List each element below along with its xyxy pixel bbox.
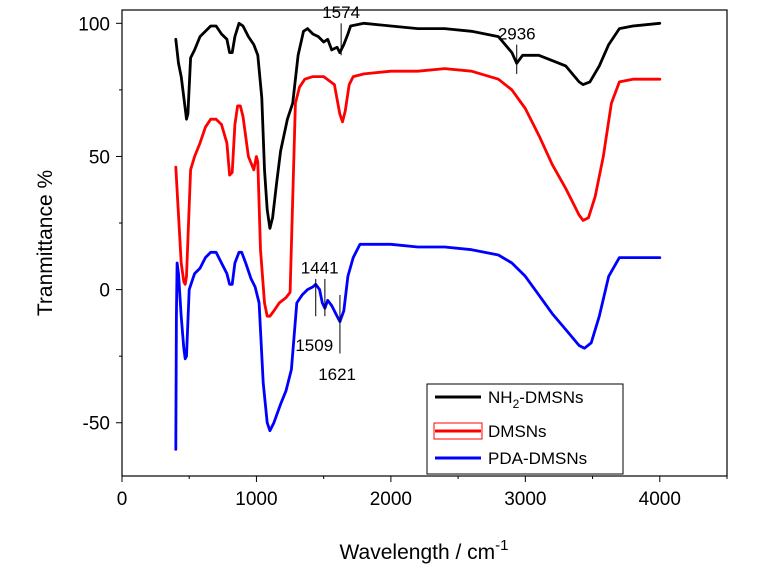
legend-label-pda-dmsns: PDA-DMSNs [488, 449, 587, 468]
annotation-label-1509: 1509 [295, 336, 333, 355]
x-tick-label: 1000 [235, 489, 277, 510]
legend-label-nh2-rest: -DMSNs [519, 388, 583, 407]
annotation-label-1574: 1574 [322, 3, 360, 22]
y-tick-label: -50 [83, 414, 110, 435]
legend: NH2-DMSNs DMSNs PDA-DMSNs [426, 383, 624, 475]
y-tick-label: 100 [78, 14, 110, 35]
y-axis-title: Tranmittance % [34, 170, 57, 316]
ticks-layer: 0 1000 2000 3000 4000 -50 0 50 100 [78, 14, 728, 510]
legend-label-dmsns: DMSNs [488, 422, 547, 441]
series-line-pda-dmsns [174, 242, 662, 451]
x-axis-title: Wavelength / cm-1 [340, 537, 509, 564]
y-tick-label: 50 [89, 147, 110, 168]
x-axis-title-superscript: -1 [495, 537, 508, 554]
x-axis-title-main: Wavelength / cm [340, 541, 496, 564]
annotation-label-2936: 2936 [498, 24, 536, 43]
plot-frame [121, 9, 728, 477]
legend-label-nh2-main: NH [488, 388, 513, 407]
y-tick-label: 0 [99, 281, 110, 302]
legend-label-nh2-dmsns: NH2-DMSNs [488, 388, 583, 411]
x-tick-label: 2000 [370, 489, 412, 510]
series-layer [174, 21, 662, 451]
annotation-label-1441: 1441 [301, 259, 339, 278]
series-line-nh2-dmsns [174, 21, 662, 230]
annotation-layer: 1574 2936 1441 1509 1621 [295, 3, 535, 384]
annotation-label-1621: 1621 [318, 365, 356, 384]
x-tick-label: 3000 [504, 489, 546, 510]
legend-label-nh2-subscript: 2 [513, 397, 520, 411]
series-line-dmsns [174, 67, 662, 318]
legend-swatch-box-dmsns [433, 422, 483, 440]
x-tick-label: 0 [117, 489, 128, 510]
x-tick-label: 4000 [639, 489, 681, 510]
